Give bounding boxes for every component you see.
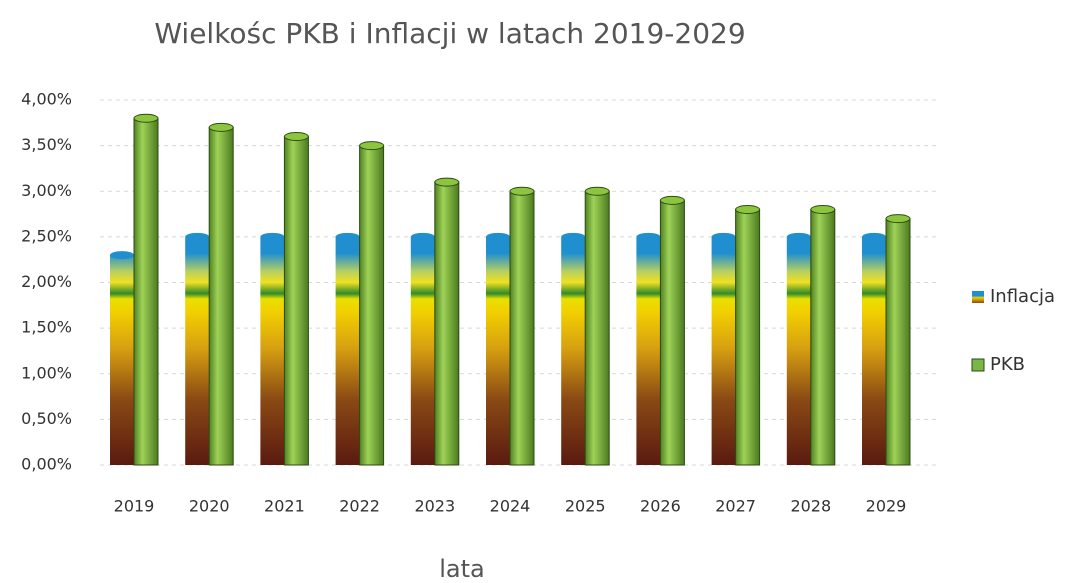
bar-cap — [486, 232, 510, 241]
x-tick-label: 2026 — [640, 497, 681, 516]
x-tick-label: 2027 — [715, 497, 756, 516]
x-tick-label: 2022 — [339, 497, 380, 516]
bar-cap — [561, 232, 586, 241]
bar-cap — [110, 251, 134, 260]
bar-cap — [434, 177, 460, 187]
bar — [185, 236, 210, 465]
bar — [208, 126, 234, 466]
bar-cap — [584, 186, 610, 196]
x-tick-label: 2029 — [866, 497, 907, 516]
bar-cap — [735, 205, 761, 214]
bar-cap — [862, 232, 886, 241]
x-tick-label: 2028 — [790, 497, 831, 516]
bar — [260, 236, 285, 465]
legend-label: Inflacja — [990, 286, 1055, 307]
legend-swatch — [971, 358, 985, 372]
bar — [810, 209, 836, 466]
y-tick-label: 2,50% — [21, 226, 72, 245]
bar-cap — [786, 232, 811, 241]
bar-cap — [885, 214, 911, 224]
bar-cap — [509, 186, 535, 196]
y-tick-label: 4,00% — [21, 90, 72, 109]
bar — [283, 136, 309, 466]
bar-cap — [185, 232, 210, 241]
bar — [711, 236, 736, 465]
bar — [735, 209, 761, 466]
x-axis-label: lata — [439, 555, 485, 583]
x-tick-label: 2025 — [565, 497, 606, 516]
x-tick-label: 2023 — [414, 497, 455, 516]
bar — [509, 190, 535, 466]
bar-cap — [410, 232, 435, 241]
bar-cap — [260, 232, 285, 241]
x-tick-label: 2024 — [490, 497, 531, 516]
bar-cap — [208, 122, 234, 132]
bar — [862, 236, 886, 465]
bar — [786, 236, 811, 465]
x-tick-label: 2021 — [264, 497, 305, 516]
y-tick-label: 1,00% — [21, 363, 72, 382]
bar-cap — [283, 132, 309, 141]
y-tick-label: 3,00% — [21, 181, 72, 200]
x-tick-label: 2019 — [114, 497, 155, 516]
bar — [885, 218, 911, 466]
bar — [434, 181, 460, 466]
bar — [636, 236, 661, 465]
y-tick-label: 0,50% — [21, 409, 72, 428]
bar — [561, 236, 586, 465]
bar — [335, 236, 360, 465]
bar — [110, 255, 134, 465]
chart-title: Wielkośc PKB i Inflacji w latach 2019-20… — [154, 17, 745, 50]
bar-cap — [359, 141, 385, 151]
y-tick-label: 3,50% — [21, 135, 72, 154]
bar-cap — [133, 113, 159, 123]
y-tick-label: 1,50% — [21, 318, 72, 337]
bar-cap — [636, 232, 661, 241]
bar-cap — [711, 232, 736, 241]
y-tick-label: 0,00% — [21, 455, 72, 474]
bar — [133, 117, 159, 466]
bar — [584, 190, 610, 466]
legend-swatch — [972, 291, 984, 303]
bar-cap — [810, 205, 836, 214]
bar — [359, 145, 385, 466]
x-tick-label: 2020 — [189, 497, 230, 516]
bar — [659, 199, 685, 466]
bar-cap — [335, 232, 360, 241]
legend-label: PKB — [990, 354, 1025, 375]
bar — [410, 236, 435, 465]
bar-cap — [659, 195, 685, 205]
bar — [486, 236, 510, 465]
y-tick-label: 2,00% — [21, 272, 72, 291]
